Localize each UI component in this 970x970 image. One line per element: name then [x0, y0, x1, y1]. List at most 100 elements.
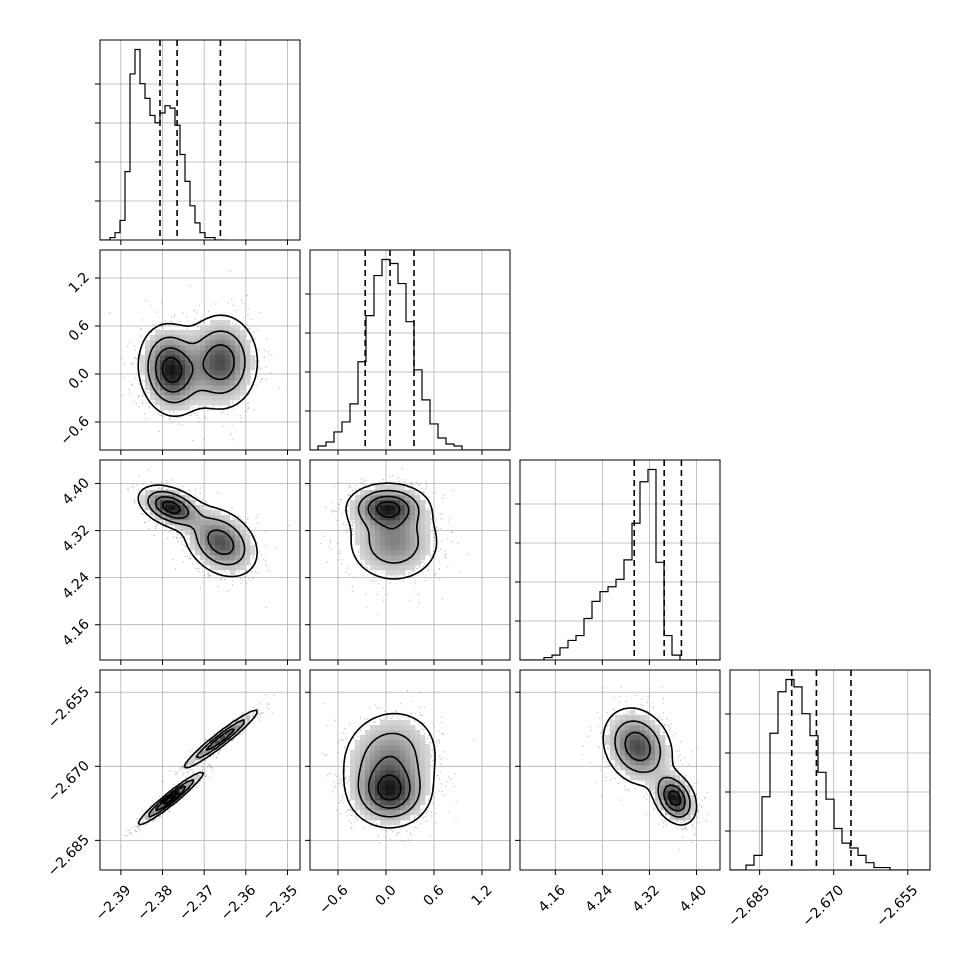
density-cell	[415, 775, 421, 781]
density-cell	[360, 515, 366, 521]
density-cell	[420, 800, 426, 806]
density-cell	[245, 370, 251, 376]
contour-level-2	[614, 720, 691, 818]
density-cell	[410, 730, 416, 736]
density-cell	[170, 490, 176, 496]
density-cell	[210, 555, 216, 561]
x-tick-label: −0.6	[316, 882, 351, 917]
density-cell	[650, 755, 656, 761]
density-cell	[215, 530, 221, 536]
density-cell	[205, 325, 211, 331]
density-cell	[180, 525, 186, 531]
density-cell	[220, 520, 226, 526]
density-cell	[620, 730, 626, 736]
density-cell	[390, 790, 396, 796]
density-cell	[610, 740, 616, 746]
density-cell	[245, 345, 251, 351]
density-cell	[400, 495, 406, 501]
density-cell	[395, 515, 401, 521]
density-cell	[210, 325, 216, 331]
density-cell	[235, 540, 241, 546]
density-cell	[250, 360, 256, 366]
density-cell	[400, 720, 406, 726]
density-cell	[400, 555, 406, 561]
density-cell	[165, 340, 171, 346]
density-cell	[620, 755, 626, 761]
density-cell	[355, 760, 361, 766]
density-cell	[405, 720, 411, 726]
density-cell	[370, 530, 376, 536]
density-cell	[175, 505, 181, 511]
density-cell	[240, 390, 246, 396]
density-cell	[180, 510, 186, 516]
density-cell	[385, 760, 391, 766]
density-cell	[655, 750, 661, 756]
y-tick-label: 4.16	[59, 616, 92, 649]
density-cell	[365, 740, 371, 746]
density-cell	[370, 560, 376, 566]
density-cell	[215, 525, 221, 531]
density-cell	[185, 345, 191, 351]
density-cell	[390, 570, 396, 576]
density-cell	[400, 810, 406, 816]
density-cell	[630, 735, 636, 741]
density-cell	[220, 535, 226, 541]
density-cell	[235, 565, 241, 571]
density-cell	[395, 740, 401, 746]
density-cell	[425, 530, 431, 536]
density-cell	[200, 345, 206, 351]
density-cell	[665, 755, 671, 761]
density-cell	[415, 730, 421, 736]
density-cell	[390, 720, 396, 726]
density-cell	[380, 725, 386, 731]
density-cell	[240, 525, 246, 531]
density-cell	[400, 805, 406, 811]
density-cell	[395, 525, 401, 531]
density-cell	[380, 820, 386, 826]
density-cell	[375, 490, 381, 496]
density-cell	[405, 750, 411, 756]
density-cell	[225, 550, 231, 556]
density-cell	[220, 340, 226, 346]
density-cell	[605, 740, 611, 746]
density-cell	[175, 365, 181, 371]
axes-frame	[99, 669, 301, 871]
density-cell	[390, 765, 396, 771]
density-cell	[385, 820, 391, 826]
density-cell	[150, 500, 156, 506]
density-cell	[375, 545, 381, 551]
density-cell	[405, 490, 411, 496]
density-cell	[400, 815, 406, 821]
density-cell	[355, 515, 361, 521]
density-cell	[350, 750, 356, 756]
density-cell	[355, 520, 361, 526]
density-cell	[635, 725, 641, 731]
density-cell	[400, 755, 406, 761]
density-cell	[680, 785, 686, 791]
density-cell	[175, 525, 181, 531]
density-cell	[385, 490, 391, 496]
density-cell	[360, 530, 366, 536]
density-cell	[250, 545, 256, 551]
density-cell	[640, 760, 646, 766]
density-cell	[365, 510, 371, 516]
density-cell	[155, 510, 161, 516]
density-cell	[240, 550, 246, 556]
density-cell	[655, 795, 661, 801]
density-cell	[360, 750, 366, 756]
density-cell	[175, 345, 181, 351]
density-cell	[645, 715, 651, 721]
density-cell	[385, 565, 391, 571]
density-cell	[235, 350, 241, 356]
density-cell	[240, 530, 246, 536]
density-cell	[190, 505, 196, 511]
density-cell	[385, 730, 391, 736]
density-cell	[625, 765, 631, 771]
density-cell	[235, 390, 241, 396]
density-cell	[420, 765, 426, 771]
density-cell	[395, 555, 401, 561]
density-cell	[670, 815, 676, 821]
density-cell	[360, 490, 366, 496]
density-cell	[245, 380, 251, 386]
density-cell	[215, 510, 221, 516]
